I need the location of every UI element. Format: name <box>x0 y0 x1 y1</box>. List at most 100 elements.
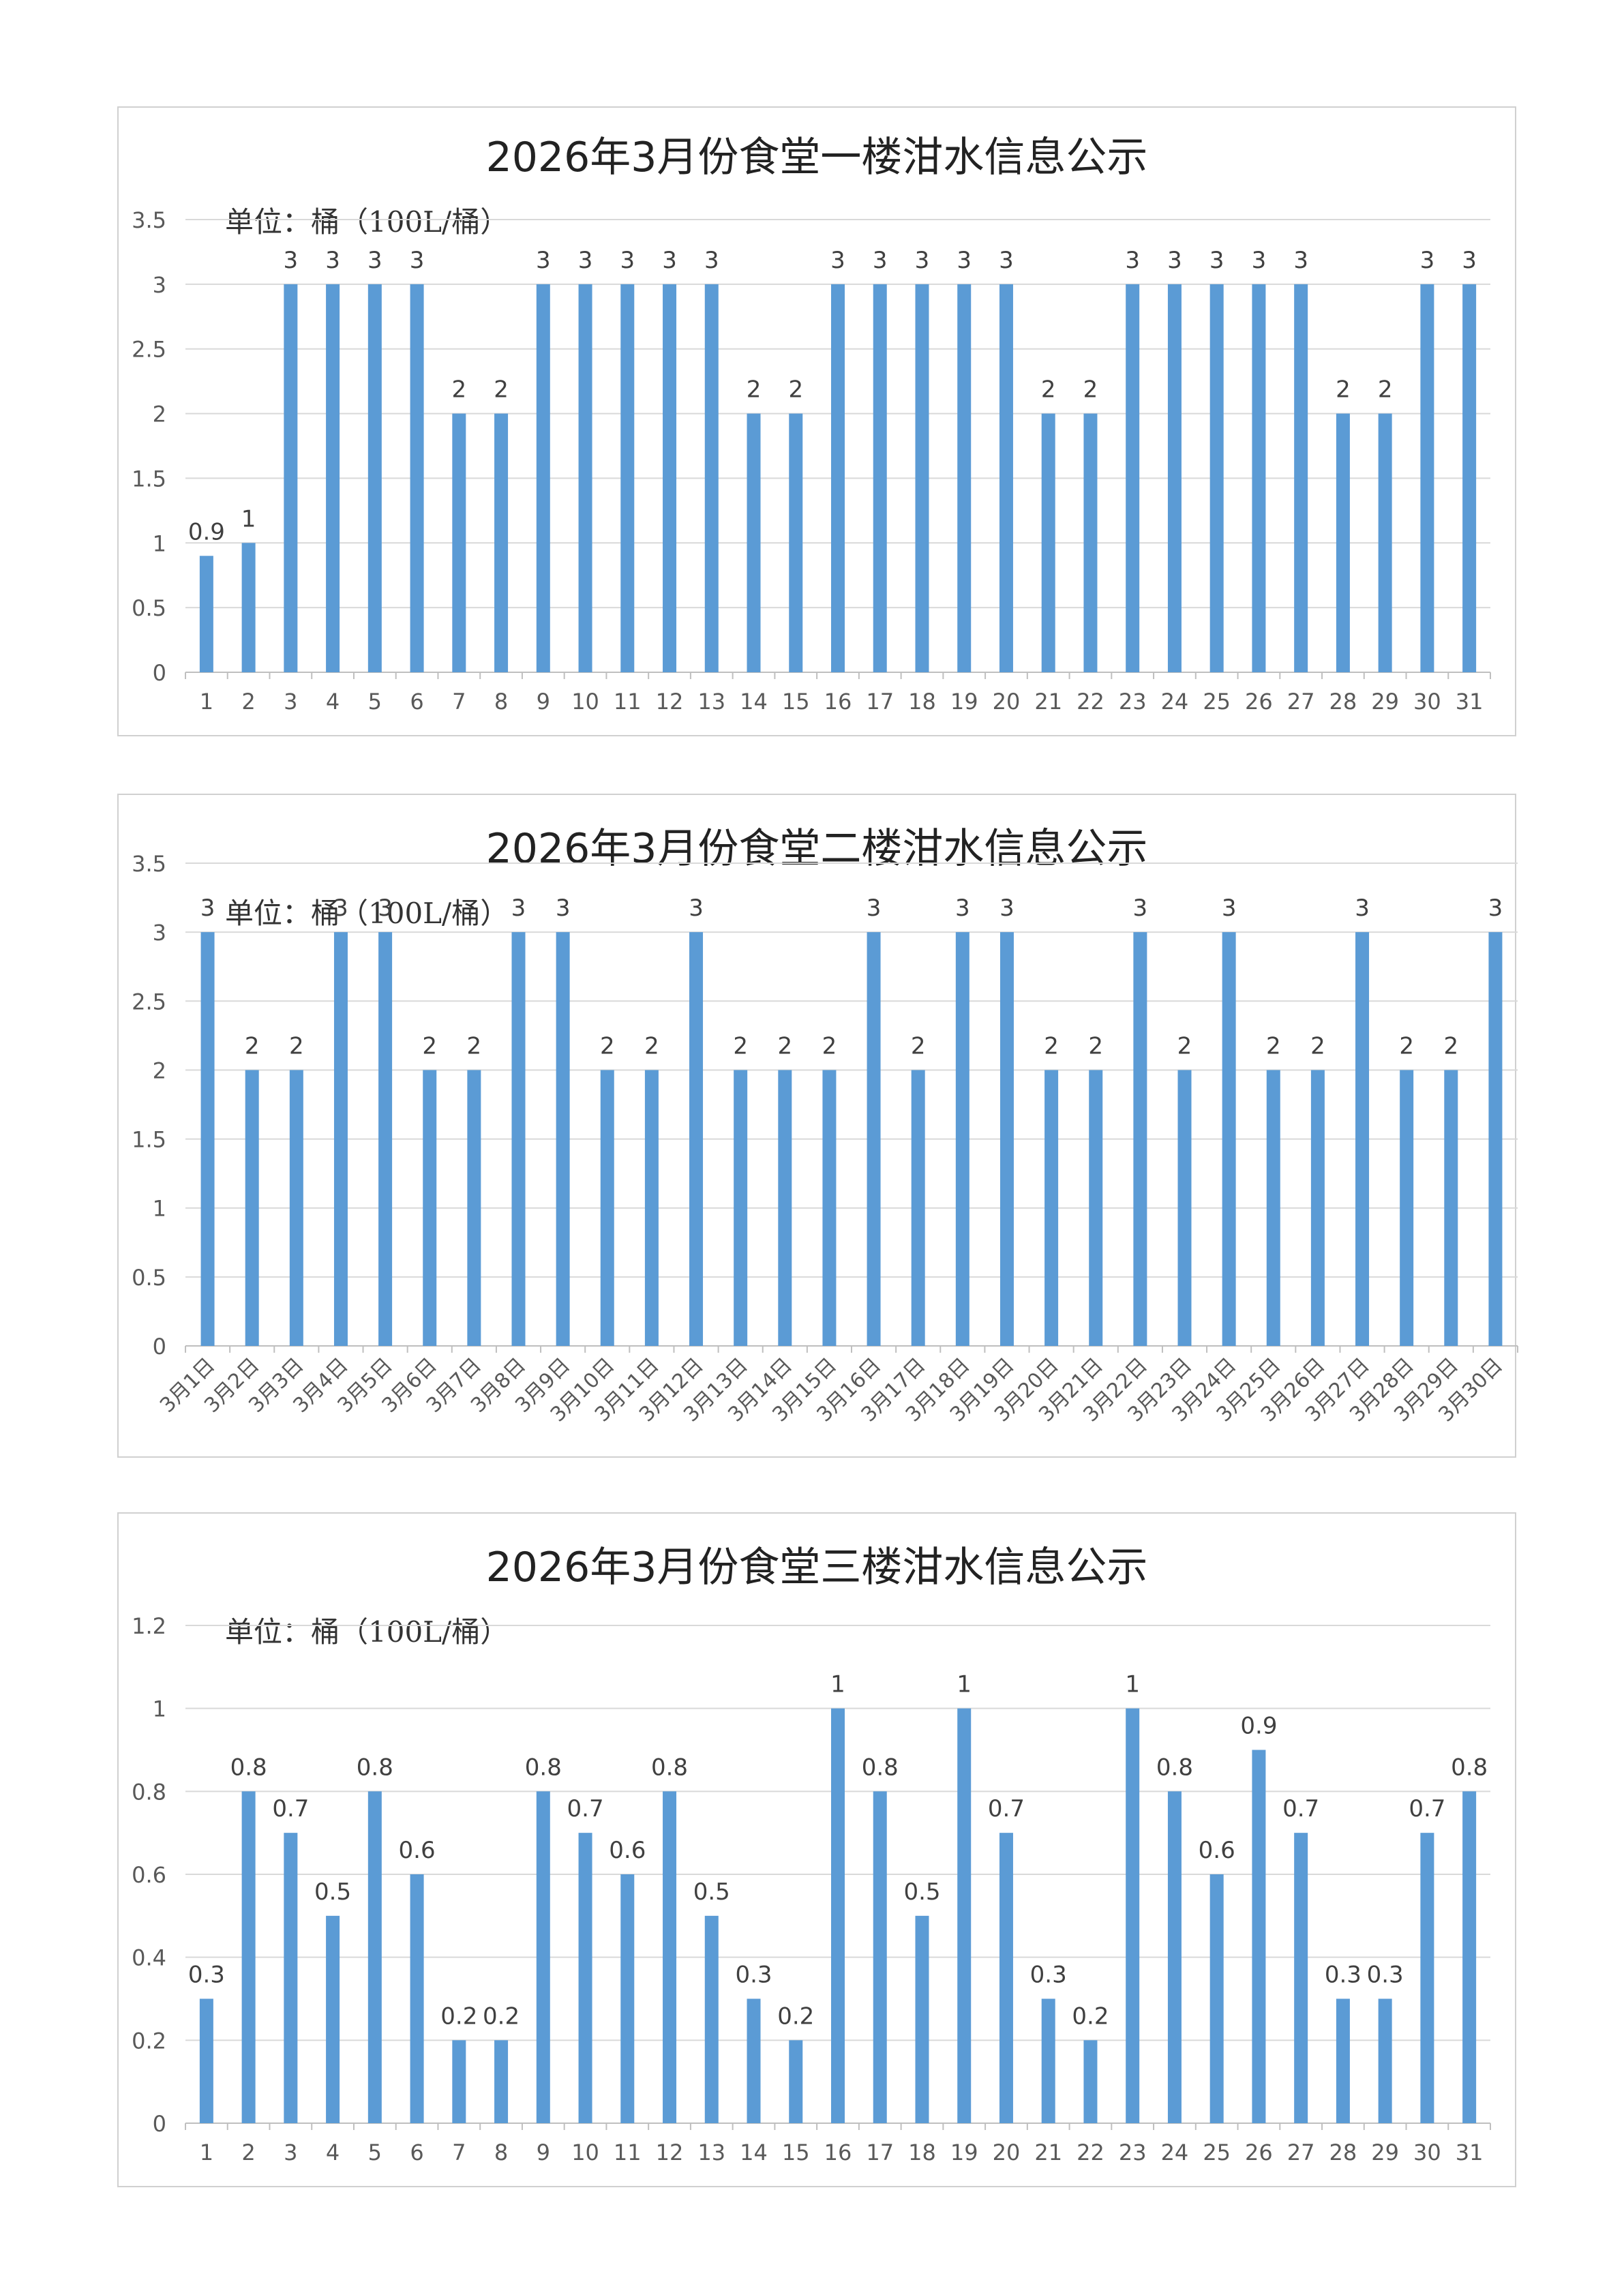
bar <box>1462 1791 1477 2123</box>
x-tick-label: 6 <box>410 689 423 715</box>
data-label: 2 <box>1041 376 1056 404</box>
data-label: 0.7 <box>1409 1795 1445 1822</box>
x-tick-label: 17 <box>866 689 894 715</box>
x-tick-label: 21 <box>1034 2140 1062 2165</box>
bar <box>326 284 340 672</box>
bar <box>778 1070 792 1346</box>
chart-title: 2026年3月份食堂一楼泔水信息公示 <box>485 134 1148 181</box>
data-label: 3 <box>955 895 970 922</box>
y-tick-label: 0.5 <box>132 595 166 621</box>
bar <box>620 1874 635 2123</box>
data-label: 2 <box>1266 1032 1281 1060</box>
data-label: 3 <box>1125 247 1140 274</box>
data-label: 3 <box>1462 247 1477 274</box>
x-tick-label: 15 <box>782 689 810 715</box>
bar <box>1266 1070 1280 1346</box>
x-tick-label: 29 <box>1371 689 1399 715</box>
y-tick-label: 3.5 <box>132 207 166 233</box>
bar <box>1222 932 1236 1346</box>
data-label: 0.2 <box>483 2002 520 2030</box>
data-label: 2 <box>911 1032 926 1060</box>
bar <box>704 284 719 672</box>
data-label: 0.3 <box>1325 1962 1362 1989</box>
data-label: 3 <box>999 247 1014 274</box>
x-tick-label: 10 <box>571 2140 599 2165</box>
bar <box>1209 284 1224 672</box>
bar <box>747 1998 761 2123</box>
y-tick-label: 2.5 <box>132 989 166 1015</box>
bar <box>410 284 424 672</box>
chart-floor-3: 2026年3月份食堂三楼泔水信息公示 单位：桶（100L/桶） 0 0.2 0.4 0… <box>117 1512 1516 2187</box>
data-label: 2 <box>1044 1032 1059 1060</box>
chart-title: 2026年3月份食堂二楼泔水信息公示 <box>485 825 1148 873</box>
bar <box>1177 1070 1192 1346</box>
bar <box>410 1874 424 2123</box>
bar <box>600 1070 614 1346</box>
bar <box>1420 1833 1434 2123</box>
y-tick-label: 0 <box>153 660 166 686</box>
bar <box>1310 1070 1325 1346</box>
data-label: 2 <box>245 1032 260 1060</box>
bar <box>200 932 215 1346</box>
data-label: 0.3 <box>1367 1962 1404 1989</box>
data-label: 0.8 <box>1451 1754 1488 1781</box>
bar <box>689 932 704 1346</box>
data-label: 2 <box>1378 376 1393 404</box>
data-label: 2 <box>422 1032 437 1060</box>
data-label: 1 <box>241 505 256 532</box>
bar <box>789 413 803 672</box>
chart-plot: 00.511.522.533.50.9112333435362728393103… <box>132 207 1491 715</box>
data-label: 3 <box>511 895 526 922</box>
data-label: 3 <box>1488 895 1503 922</box>
bar <box>1089 1070 1103 1346</box>
x-tick-label: 4 <box>326 689 340 715</box>
x-tick-label: 13 <box>697 689 725 715</box>
x-tick-label: 21 <box>1034 689 1062 715</box>
bar <box>1083 2040 1098 2123</box>
bar <box>1444 1070 1458 1346</box>
bar <box>241 543 256 672</box>
x-tick-label: 12 <box>656 2140 684 2165</box>
bar <box>423 1070 437 1346</box>
data-label: 0.6 <box>609 1837 646 1864</box>
data-label: 0.2 <box>777 2002 814 2030</box>
bar <box>789 2040 803 2123</box>
x-tick-label: 20 <box>993 689 1021 715</box>
bar <box>915 1915 929 2123</box>
x-tick-label: 5 <box>368 689 382 715</box>
data-label: 0.5 <box>693 1878 730 1906</box>
x-tick-label: 8 <box>494 2140 508 2165</box>
bar <box>747 413 761 672</box>
bar <box>1355 932 1370 1346</box>
data-label: 2 <box>467 1032 482 1060</box>
bar <box>1126 284 1140 672</box>
data-label: 1 <box>1125 1671 1140 1698</box>
chart-floor-2: 2026年3月份食堂二楼泔水信息公示 单位：桶（100L/桶） 0 0.5 1 1.5… <box>117 794 1518 1458</box>
data-label: 2 <box>1310 1032 1325 1060</box>
x-tick-label: 17 <box>866 2140 894 2165</box>
bar <box>536 284 550 672</box>
bar <box>867 932 881 1346</box>
y-tick-label: 0 <box>153 2111 166 2137</box>
data-label: 3 <box>704 247 719 274</box>
y-tick-label: 0.6 <box>132 1862 166 1888</box>
bar <box>955 932 969 1346</box>
data-label: 3 <box>1293 247 1308 274</box>
x-tick-label: 26 <box>1245 2140 1273 2165</box>
data-label: 2 <box>1083 376 1098 404</box>
x-tick-label: 7 <box>452 689 466 715</box>
data-label: 0.9 <box>1240 1713 1277 1740</box>
bar <box>957 1708 972 2123</box>
x-tick-label: 12 <box>656 689 684 715</box>
x-tick-label: 26 <box>1245 689 1273 715</box>
data-label: 3 <box>536 247 551 274</box>
bar <box>999 284 1013 672</box>
data-label: 3 <box>284 247 299 274</box>
data-label: 2 <box>494 376 509 404</box>
data-label: 0.2 <box>440 2002 477 2030</box>
x-tick-label: 5 <box>368 2140 382 2165</box>
bar <box>199 1998 213 2123</box>
x-tick-label: 24 <box>1161 689 1189 715</box>
data-label: 3 <box>620 247 635 274</box>
x-tick-label: 31 <box>1456 2140 1484 2165</box>
